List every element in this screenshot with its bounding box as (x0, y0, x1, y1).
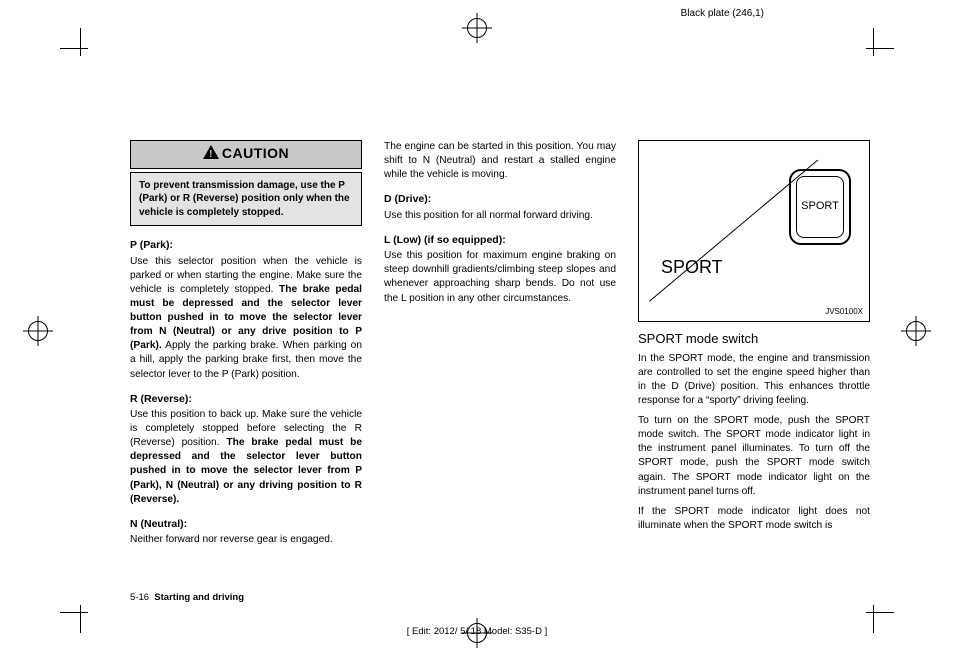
sport-mode-p1: In the SPORT mode, the engine and transm… (638, 352, 870, 408)
sport-button-inner: SPORT (796, 176, 844, 238)
illustration-code: JVS0100X (825, 306, 863, 317)
sport-mode-subheading: SPORT mode switch (638, 330, 870, 348)
d-drive-heading: D (Drive): (384, 192, 616, 206)
crop-mark (866, 48, 894, 49)
page-number: 5-16 (130, 592, 149, 603)
column-2: The engine can be started in this positi… (384, 140, 616, 553)
footer-edit-line: [ Edit: 2012/ 5/ 18 Model: S35-D ] (0, 626, 954, 637)
registration-mark (467, 18, 487, 38)
column-1: ! CAUTION To prevent transmission damage… (130, 140, 362, 553)
p-park-body: Use this selector position when the vehi… (130, 255, 362, 382)
sport-mode-p3: If the SPORT mode indicator light does n… (638, 505, 870, 533)
p-body-post: Apply the parking brake. When parking on… (130, 340, 362, 379)
caution-title: CAUTION (222, 145, 289, 161)
section-title: Starting and driving (154, 592, 244, 603)
plate-label: Black plate (246,1) (681, 8, 764, 19)
sport-button-outline: SPORT (789, 169, 851, 245)
crop-mark (60, 612, 88, 613)
sport-label-panel: SPORT (661, 255, 723, 280)
crop-mark (60, 48, 88, 49)
r-reverse-body: Use this position to back up. Make sure … (130, 408, 362, 507)
page-content: ! CAUTION To prevent transmission damage… (130, 140, 870, 553)
r-reverse-heading: R (Reverse): (130, 392, 362, 406)
svg-text:!: ! (209, 149, 213, 159)
warning-icon: ! (203, 145, 219, 164)
caution-header: ! CAUTION (130, 140, 362, 169)
registration-mark (906, 321, 926, 341)
sport-switch-illustration: SPORT SPORT JVS0100X (638, 140, 870, 322)
footer-page-section: 5-16 Starting and driving (130, 592, 244, 603)
crop-mark (866, 612, 894, 613)
caution-body: To prevent transmission damage, use the … (130, 172, 362, 227)
n-neutral-heading: N (Neutral): (130, 517, 362, 531)
d-drive-body: Use this position for all normal forward… (384, 209, 616, 223)
column-3: SPORT SPORT JVS0100X SPORT mode switch I… (638, 140, 870, 553)
crop-mark (80, 28, 81, 56)
crop-mark (873, 28, 874, 56)
registration-mark (28, 321, 48, 341)
engine-start-para: The engine can be started in this positi… (384, 140, 616, 182)
l-low-heading: L (Low) (if so equipped): (384, 233, 616, 247)
sport-mode-p2: To turn on the SPORT mode, push the SPOR… (638, 414, 870, 498)
n-neutral-body: Neither forward nor reverse gear is enga… (130, 533, 362, 547)
p-park-heading: P (Park): (130, 238, 362, 252)
l-low-body: Use this position for maximum engine bra… (384, 249, 616, 305)
